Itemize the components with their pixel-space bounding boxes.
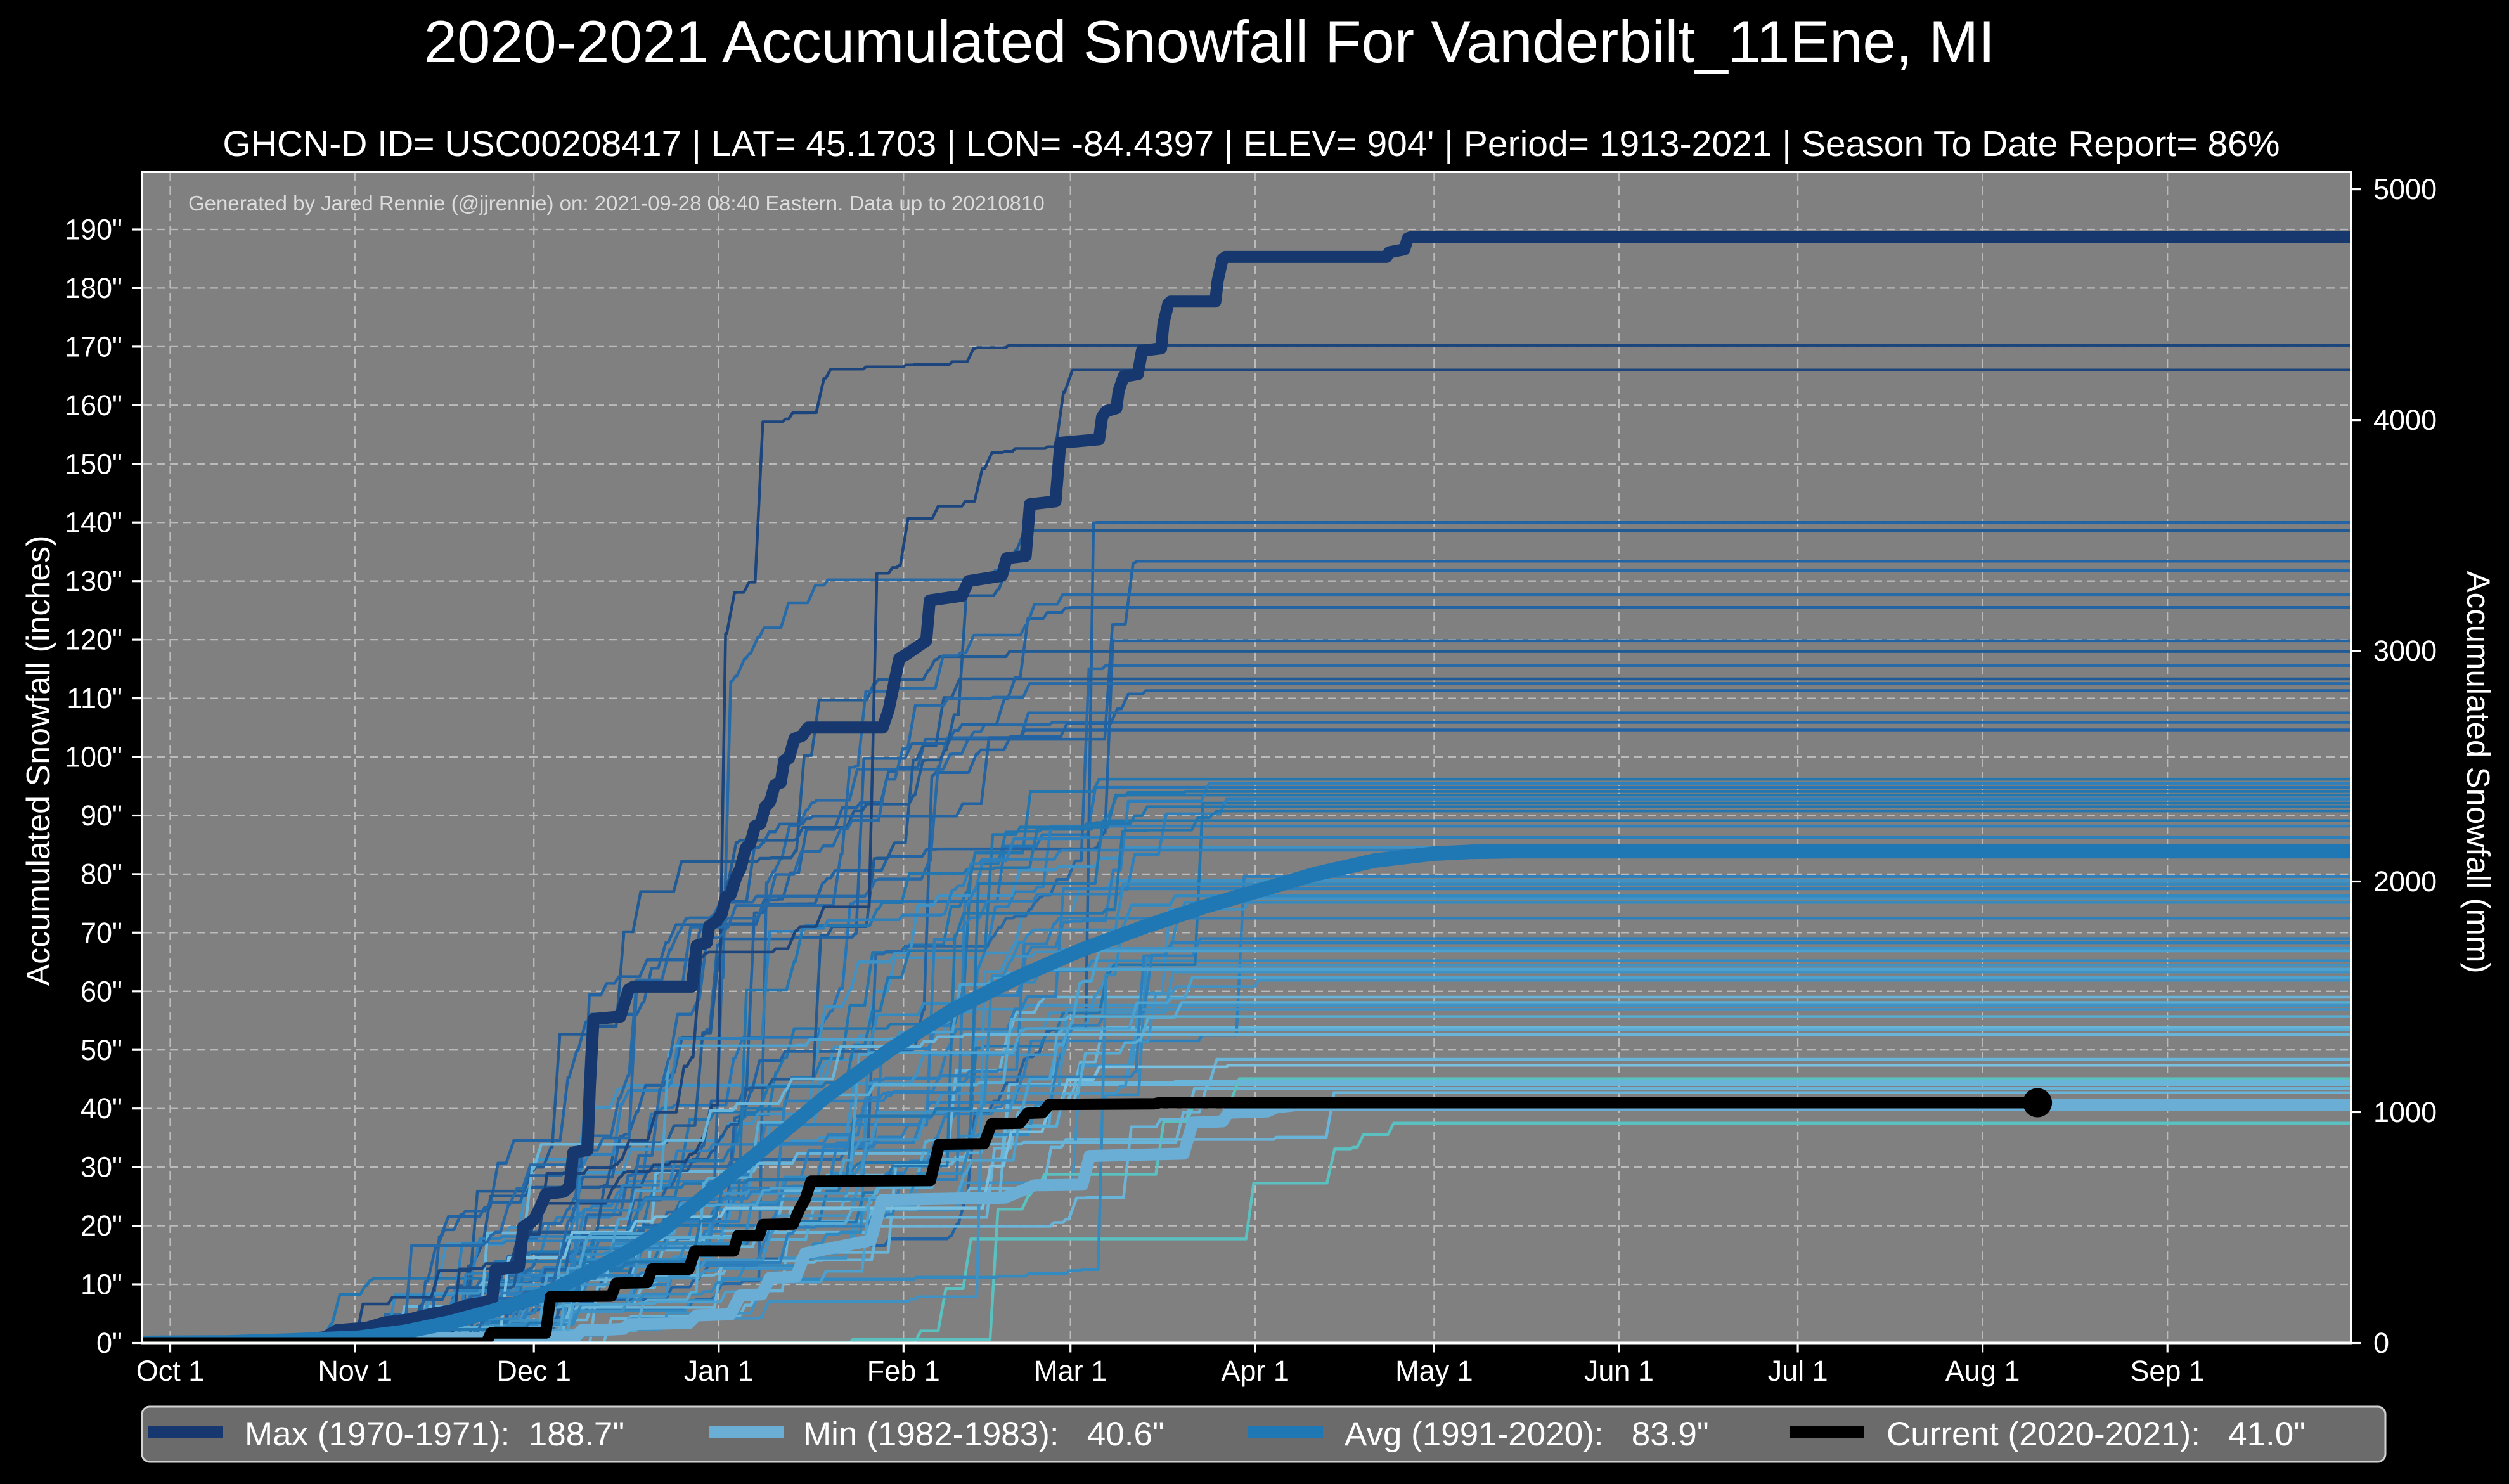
svg-text:130": 130": [65, 565, 122, 597]
svg-text:Aug 1: Aug 1: [1945, 1355, 2020, 1387]
svg-text:Avg (1991-2020): 83.9": Avg (1991-2020): 83.9": [1345, 1416, 1709, 1453]
svg-text:Generated by Jared Rennie (@jj: Generated by Jared Rennie (@jjrennie) on…: [188, 191, 1045, 215]
svg-text:GHCN-D ID= USC00208417 | LAT=: GHCN-D ID= USC00208417 | LAT= 45.1703 | …: [223, 124, 2280, 164]
svg-text:Jan 1: Jan 1: [684, 1355, 754, 1387]
svg-text:60": 60": [81, 975, 122, 1007]
svg-text:May 1: May 1: [1395, 1355, 1473, 1387]
svg-text:Max (1970-1971): 188.7": Max (1970-1971): 188.7": [245, 1416, 624, 1453]
svg-text:4000: 4000: [2373, 404, 2437, 436]
svg-text:Apr 1: Apr 1: [1221, 1355, 1289, 1387]
svg-text:90": 90": [81, 799, 122, 832]
svg-text:Min (1982-1983): 40.6": Min (1982-1983): 40.6": [803, 1416, 1164, 1453]
svg-text:Feb 1: Feb 1: [867, 1355, 940, 1387]
svg-text:110": 110": [67, 682, 122, 714]
svg-text:Mar 1: Mar 1: [1034, 1355, 1107, 1387]
svg-text:140": 140": [65, 506, 122, 539]
svg-text:Oct 1: Oct 1: [136, 1355, 205, 1387]
svg-text:Accumulated Snowfall (mm): Accumulated Snowfall (mm): [2460, 571, 2496, 974]
svg-text:30": 30": [81, 1151, 122, 1184]
svg-text:120": 120": [65, 624, 122, 656]
svg-text:40": 40": [81, 1092, 122, 1125]
svg-text:Sep 1: Sep 1: [2130, 1355, 2205, 1387]
svg-text:Dec 1: Dec 1: [496, 1355, 571, 1387]
svg-text:170": 170": [65, 330, 122, 363]
svg-text:5000: 5000: [2373, 173, 2437, 205]
svg-text:150": 150": [65, 448, 122, 480]
svg-text:100": 100": [65, 741, 122, 773]
svg-text:0: 0: [2373, 1327, 2389, 1359]
svg-text:2020-2021 Accumulated Snowfall: 2020-2021 Accumulated Snowfall For Vande…: [424, 8, 1996, 75]
svg-text:0": 0": [96, 1327, 122, 1359]
svg-text:Jun 1: Jun 1: [1584, 1355, 1654, 1387]
svg-text:1000: 1000: [2373, 1096, 2437, 1128]
svg-text:Accumulated Snowfall (inches): Accumulated Snowfall (inches): [20, 536, 57, 986]
svg-text:80": 80": [81, 858, 122, 890]
svg-text:180": 180": [65, 272, 122, 304]
svg-text:3000: 3000: [2373, 635, 2437, 667]
svg-text:160": 160": [65, 389, 122, 422]
svg-text:2000: 2000: [2373, 865, 2437, 898]
svg-text:70": 70": [81, 917, 122, 949]
svg-text:Nov 1: Nov 1: [318, 1355, 392, 1387]
svg-text:20": 20": [81, 1210, 122, 1242]
svg-text:Jul 1: Jul 1: [1768, 1355, 1828, 1387]
svg-text:50": 50": [81, 1034, 122, 1066]
svg-text:10": 10": [81, 1268, 122, 1301]
svg-text:Current (2020-2021): 41.0": Current (2020-2021): 41.0": [1887, 1416, 2306, 1453]
svg-text:190": 190": [65, 214, 122, 246]
